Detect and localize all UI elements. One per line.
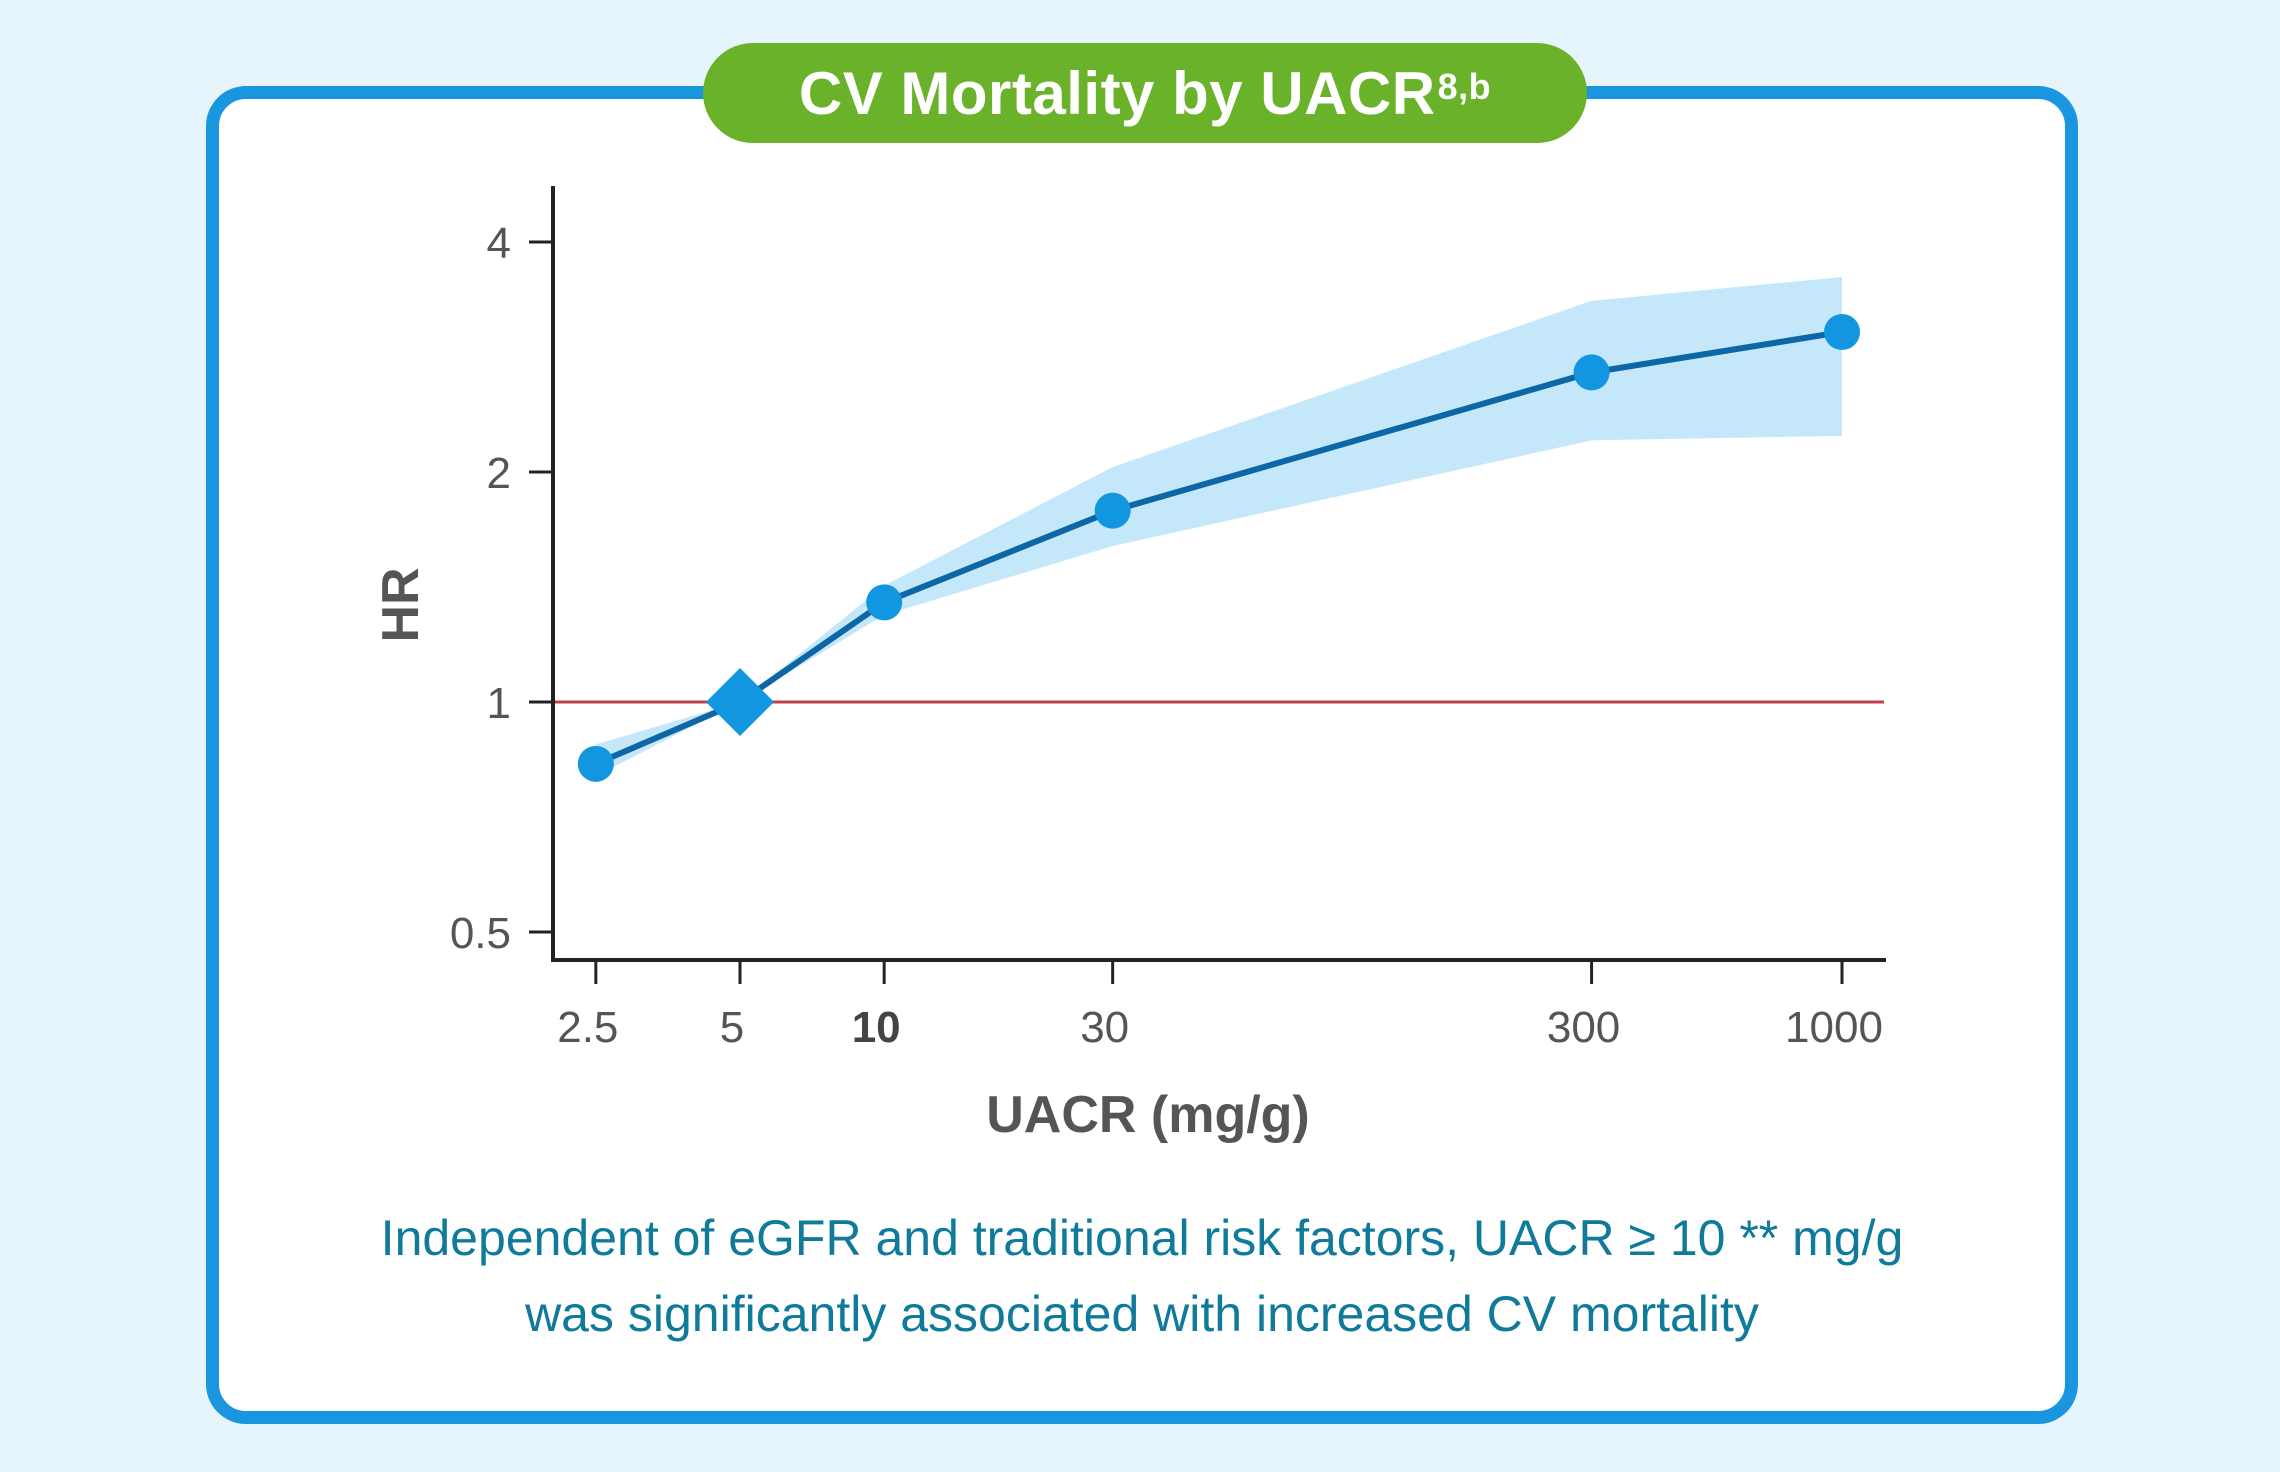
x-tick-label: 10 — [852, 1003, 901, 1052]
y-tick-label: 2 — [487, 449, 511, 498]
chart-caption: Independent of eGFR and traditional risk… — [206, 1200, 2078, 1352]
data-point — [577, 745, 614, 782]
x-tick-label: 5 — [720, 1003, 744, 1052]
y-tick-label: 1 — [487, 679, 511, 728]
x-tick-label: 300 — [1547, 1003, 1620, 1052]
y-tick-label: 4 — [487, 219, 511, 268]
data-point — [866, 584, 903, 621]
x-tick-label: 1000 — [1785, 1003, 1883, 1052]
x-tick-label: 30 — [1080, 1003, 1129, 1052]
caption-line-2: was significantly associated with increa… — [525, 1286, 1759, 1342]
data-point — [1573, 354, 1610, 391]
reference-point-diamond — [706, 668, 774, 736]
x-axis-label: UACR (mg/g) — [986, 1086, 1310, 1144]
confidence-band — [595, 276, 1842, 777]
data-point — [1824, 313, 1860, 350]
data-point — [1094, 492, 1131, 529]
y-axis-label: HR — [372, 567, 430, 642]
chart-title-text: CV Mortality by UACR — [798, 59, 1436, 127]
series-line — [594, 329, 1843, 767]
chart-title-superscript: 8,b — [1437, 66, 1492, 107]
chart-title: CV Mortality by UACR 8,b — [703, 43, 1587, 143]
caption-line-1: Independent of eGFR and traditional risk… — [380, 1210, 1904, 1266]
x-tick-label: 2.5 — [557, 1003, 618, 1052]
y-tick-label: 0.5 — [450, 909, 511, 958]
